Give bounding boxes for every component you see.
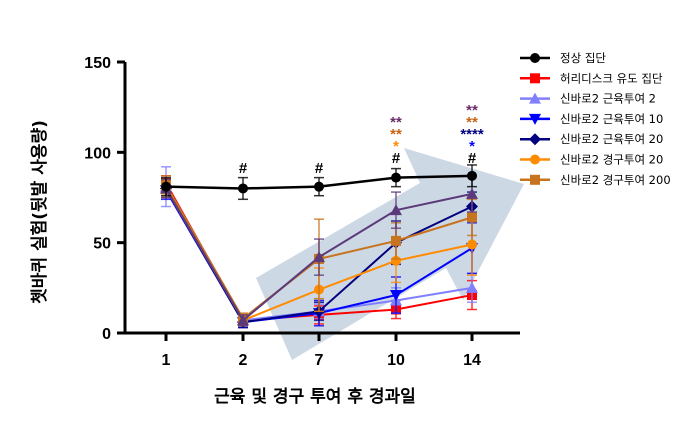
y-tick-label: 150 xyxy=(84,55,111,72)
trend-arrow xyxy=(256,148,524,360)
data-point xyxy=(390,290,402,302)
significance-label: * xyxy=(393,138,399,155)
legend-item: 신바로2 근육투여 20 xyxy=(520,132,663,146)
data-point xyxy=(313,251,325,263)
legend-label: 신바로2 경구투여 200 xyxy=(560,173,671,187)
significance-label: ** xyxy=(466,114,478,131)
significance-label: # xyxy=(468,150,477,167)
data-point xyxy=(467,239,477,250)
legend-marker xyxy=(529,92,541,104)
legend-marker xyxy=(530,174,540,185)
significance-label: ** xyxy=(466,102,478,119)
y-tick-label: 50 xyxy=(93,236,111,253)
legend-label: 허리디스크 유도 집단 xyxy=(560,71,663,85)
data-point xyxy=(467,170,477,181)
data-point xyxy=(161,181,171,192)
series-7 xyxy=(160,175,478,327)
x-tick-label: 2 xyxy=(239,352,248,369)
significance-label: ** xyxy=(390,114,402,131)
legend-item: 신바로2 근육투여 2 xyxy=(520,92,656,106)
significance-label: # xyxy=(239,160,248,177)
significance-label: # xyxy=(392,150,401,167)
legend-label: 신바로2 근육투여 10 xyxy=(560,112,663,126)
legend-marker xyxy=(530,154,540,165)
data-point xyxy=(390,204,402,216)
data-point xyxy=(237,314,249,326)
data-point xyxy=(467,212,477,223)
legend-marker xyxy=(530,53,540,63)
legend-item: 허리디스크 유도 집단 xyxy=(520,71,663,85)
legend-label: 신바로2 경구투여 20 xyxy=(560,153,663,167)
significance-label: **** xyxy=(460,126,484,143)
legend-label: 신바로2 근육투여 2 xyxy=(560,92,656,106)
legend-marker xyxy=(530,73,540,84)
data-point xyxy=(466,281,478,293)
y-axis-title: 쳇바퀴 실험(뒷발 사용량) xyxy=(29,120,50,304)
data-point xyxy=(238,183,248,194)
x-axis-title: 근육 및 경구 투여 후 경과일 xyxy=(214,386,416,407)
y-tick-label: 100 xyxy=(84,145,111,162)
significance-label: ** xyxy=(390,126,402,143)
series-layer xyxy=(160,164,478,329)
legend-item: 정상 집단 xyxy=(520,51,606,65)
legend-item: 신바로2 경구투여 200 xyxy=(520,173,671,187)
legend-label: 신바로2 근육투여 20 xyxy=(560,132,663,146)
data-point xyxy=(466,187,478,199)
y-tick-label: 0 xyxy=(102,326,111,343)
legend-marker xyxy=(529,133,541,146)
axes: 0 50 100 150 1 2 7 10 14 xyxy=(84,55,520,369)
legend-marker xyxy=(529,113,541,125)
legend-item: 신바로2 근육투여 10 xyxy=(520,112,663,126)
data-point xyxy=(314,181,324,192)
data-point xyxy=(391,172,401,183)
significance-label: # xyxy=(315,160,324,177)
x-tick-label: 10 xyxy=(387,352,405,369)
legend-item: 신바로2 경구투여 20 xyxy=(520,153,663,167)
series-0 xyxy=(161,164,477,201)
legend-label: 정상 집단 xyxy=(560,51,606,65)
data-point xyxy=(391,235,401,246)
x-tick-label: 14 xyxy=(463,352,481,369)
x-tick-label: 7 xyxy=(315,352,324,369)
annotation-layer: # #*****#*********# xyxy=(239,102,484,177)
x-tick-label: 1 xyxy=(162,352,171,369)
significance-label: * xyxy=(469,138,475,155)
